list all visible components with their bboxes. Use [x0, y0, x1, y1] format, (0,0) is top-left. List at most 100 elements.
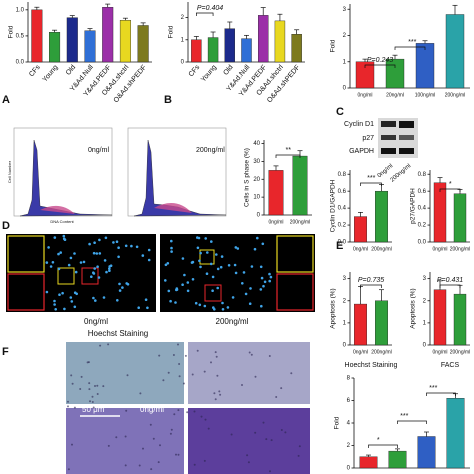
histogram-frame [13, 127, 113, 217]
condition-label: 200ng/ml [196, 147, 225, 154]
nucleus [183, 273, 186, 277]
nucleus [250, 265, 254, 268]
nucleus [242, 271, 246, 274]
inset-frame [276, 273, 314, 311]
y-tick-label: 0.0 [16, 60, 25, 66]
y-tick-label: 0.5 [16, 33, 25, 39]
x-tick-label: O&Ad.shPEDF [113, 64, 148, 104]
nucleus [105, 270, 108, 274]
y-tick-label: 3 [343, 7, 347, 13]
y-tick-label: 0.4 [338, 206, 347, 212]
x-tick-label: 0ng/ml [268, 219, 283, 225]
nucleus [62, 234, 66, 238]
nucleus [54, 308, 57, 311]
nucleus [62, 237, 66, 241]
flow-histograms: 0ng/ml 200ng/ml DNA Content Cell Number [7, 127, 227, 224]
nucleus [196, 246, 200, 250]
cell-dot [290, 372, 293, 375]
cell-dot [275, 396, 278, 398]
western-blot: Cyclin D1 p27 GAPDH 0ng/ml 200ng/ml [344, 118, 418, 184]
y-tick-label: 0.6 [418, 189, 427, 195]
nucleus [82, 260, 86, 264]
x-tick-label: 200ng/ml [371, 349, 392, 355]
micrograph [66, 408, 184, 474]
x-tick-label: 200ng/ml [450, 246, 471, 252]
bar [66, 17, 78, 63]
nucleus [164, 263, 168, 267]
nucleus [121, 286, 124, 289]
nucleus [234, 271, 238, 275]
bar [433, 289, 447, 346]
nucleus [117, 246, 120, 249]
bar [137, 25, 149, 63]
cell-dot [184, 354, 187, 357]
bar [102, 7, 114, 63]
nucleus [181, 257, 185, 260]
annotation: P=0.404 [197, 5, 223, 12]
bar [417, 436, 436, 469]
nucleus [175, 287, 179, 290]
bracket [426, 392, 456, 396]
cell-dot [149, 423, 152, 426]
y-tick-label: 1 [423, 320, 427, 326]
nucleus [109, 264, 113, 268]
nucleus [231, 296, 235, 299]
inset-frame [276, 235, 314, 273]
condition-label: 0ng/ml [140, 405, 164, 414]
nucleus [216, 267, 220, 271]
bar [191, 39, 202, 63]
cell-dot [280, 429, 283, 431]
nucleus [197, 236, 201, 240]
cell-dot [254, 375, 257, 378]
condition-label: 0ng/ml [84, 317, 108, 326]
y-tick-label: 1 [343, 320, 347, 326]
cell-dot [167, 371, 170, 374]
cell-dot [157, 461, 160, 464]
y-axis-label: Cells in S phase (%) [244, 148, 251, 207]
cell-dot [219, 393, 222, 396]
cell-dot [269, 470, 271, 473]
x-tick-label: 100ng/ml [415, 92, 436, 98]
bar [274, 20, 286, 63]
nucleus [59, 251, 62, 254]
annotation: *** [408, 39, 416, 46]
cell-dot [215, 355, 218, 358]
nucleus [112, 241, 115, 244]
x-tick-label: 0ng/ml [432, 246, 447, 252]
y-tick-label: 0 [347, 466, 351, 472]
y-axis-label: Cyclin D1/GAPDH [330, 179, 337, 232]
nucleus [210, 240, 213, 243]
y-tick-label: 2 [181, 15, 185, 21]
nucleus [102, 296, 106, 299]
bar [292, 155, 308, 216]
x-axis-label: Hoechst Staining [345, 362, 398, 369]
cell-dot [102, 385, 105, 388]
micrograph [6, 234, 156, 312]
cell-dot [67, 400, 69, 403]
cell-dot [213, 392, 216, 395]
y-tick-label: 2 [343, 33, 347, 39]
bar [268, 170, 284, 216]
nucleus [108, 267, 111, 270]
nucleus [45, 290, 49, 294]
nucleus [191, 278, 195, 281]
x-tick-label: 200ng/ml [290, 219, 311, 225]
nucleus [191, 260, 195, 264]
bar [291, 34, 302, 63]
bar [453, 293, 467, 346]
cell-dot [67, 468, 70, 471]
y-tick-label: 4 [347, 421, 351, 427]
nucleus [45, 261, 49, 264]
panel-letter: A [2, 94, 10, 106]
cell-dot [80, 375, 83, 378]
cell-dot [115, 436, 118, 439]
x-tick-label: 0ng/ml [353, 349, 368, 355]
axis-label: Cell Number [7, 160, 12, 183]
cell-dot [270, 439, 273, 442]
caption: Hoechst Staining [88, 329, 148, 338]
y-tick-label: 0.6 [338, 189, 347, 195]
cell-dot [214, 398, 217, 401]
y-tick-label: 6 [347, 398, 351, 404]
cell-dot [175, 453, 177, 456]
y-tick-label: 1 [343, 59, 347, 65]
